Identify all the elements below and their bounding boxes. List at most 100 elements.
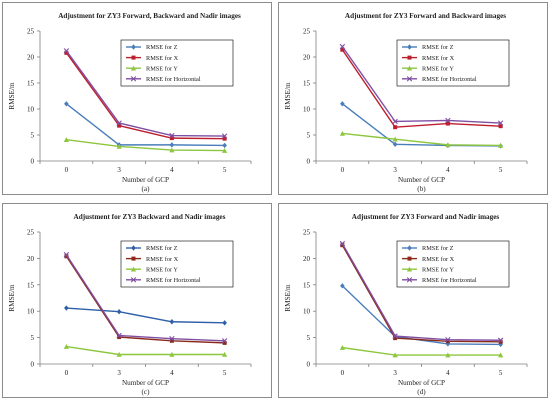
chart-d-svg: Adjustment for ZY3 Forward and Nadir ima… [284, 213, 528, 396]
chart-c-caption: (c) [142, 388, 151, 396]
chart-a-svg: Adjustment for ZY3 Forward, Backward and… [8, 12, 252, 193]
chart-d-legend-label: RMSE for X [422, 256, 455, 263]
chart-d-legend: RMSE for Z RMSE for X RMSE for Y RMSE for H… [396, 240, 510, 288]
chart-c-data-point [169, 319, 175, 325]
chart-b-caption: (b) [417, 185, 426, 193]
chart-d-x-tick-label: 0 [341, 369, 345, 377]
chart-a-data-point [169, 136, 174, 141]
chart-d-legend-marker [406, 277, 413, 283]
chart-b-y-tick-label: 5 [307, 132, 311, 140]
chart-b-y-axis-label: RMSE/m [284, 82, 292, 110]
chart-c-data-point [116, 351, 122, 357]
chart-b-data-point [340, 101, 345, 107]
chart-c-svg: Adjustment for ZY3 Backward and Nadir im… [8, 213, 252, 396]
chart-c-data-point [63, 343, 69, 349]
chart-a-legend-label: RMSE for Horizontal [146, 76, 201, 83]
chart-c-x-tick-label: 3 [117, 369, 121, 377]
chart-c-data-point [169, 335, 175, 342]
chart-c-data-point [221, 338, 228, 344]
chart-b-x-axis-label: Number of GCP [398, 176, 445, 184]
chart-d-series-2 [339, 345, 504, 358]
chart-d-series-line [341, 243, 501, 341]
chart-a-x-tick-label: 3 [117, 166, 121, 174]
chart-b-x-tick-label: 4 [446, 166, 450, 174]
chart-d-y-tick-label: 5 [307, 334, 311, 342]
chart-panel-a: Adjustment for ZY3 Forward, Backward and… [2, 2, 272, 195]
chart-d-legend-label: RMSE for Horizontal [422, 277, 477, 284]
chart-a-series-2 [63, 137, 228, 153]
chart-a-data-point [169, 147, 175, 153]
chart-b-legend-marker [407, 44, 412, 50]
chart-d-series-line [341, 285, 501, 346]
chart-d-y-tick-label: 20 [303, 255, 311, 263]
chart-a-x-tick-label: 5 [223, 166, 227, 174]
chart-d-data-point [339, 345, 345, 350]
chart-a-data-point [116, 120, 122, 126]
chart-a-legend-label: RMSE for Z [146, 44, 178, 51]
chart-a-series-0 [64, 101, 227, 149]
chart-a-legend-label: RMSE for X [146, 55, 179, 62]
chart-d-data-point [445, 337, 451, 343]
chart-c-legend: RMSE for Z RMSE for X RMSE for Y RMSE for H… [120, 240, 234, 288]
chart-a-series-3 [63, 48, 228, 139]
chart-c-series-line [65, 254, 225, 342]
chart-c-title: Adjustment for ZY3 Backward and Nadir im… [74, 213, 226, 221]
chart-d-data-point [498, 352, 504, 358]
chart-a-series-line [65, 103, 225, 147]
chart-b-title: Adjustment for ZY3 Forward and Backward … [345, 12, 506, 20]
chart-c-series-line [65, 255, 225, 344]
chart-d-data-point [392, 333, 398, 339]
chart-c-y-axis-label: RMSE/m [8, 284, 16, 312]
chart-a-caption: (a) [142, 185, 151, 193]
chart-d-data-point [340, 283, 345, 289]
chart-d-x-tick-label: 5 [499, 369, 503, 377]
chart-b-legend: RMSE for Z RMSE for X RMSE for Y RMSE for H… [396, 39, 510, 87]
chart-a-legend-label: RMSE for Y [146, 65, 178, 72]
chart-a-y-tick-label: 0 [31, 158, 35, 166]
chart-b-svg: Adjustment for ZY3 Forward and Backward … [284, 12, 528, 193]
chart-a-data-point [221, 133, 228, 139]
chart-panel-b: Adjustment for ZY3 Forward and Backward … [278, 2, 548, 195]
chart-c-series-1 [64, 254, 227, 345]
chart-b-data-point [393, 125, 398, 130]
chart-b-legend-marker [407, 55, 412, 60]
chart-a-data-point [222, 142, 227, 149]
chart-c-y-tick-label: 15 [27, 281, 35, 289]
chart-c-legend-label: RMSE for Horizontal [146, 277, 201, 284]
chart-c-data-point [222, 351, 228, 357]
chart-a-data-point [64, 50, 69, 55]
chart-a-data-point [169, 142, 175, 148]
chart-a-x-axis-label: Number of GCP [122, 176, 169, 184]
chart-b-legend-marker [406, 65, 413, 71]
chart-d-legend-marker [407, 245, 412, 251]
chart-d-data-point [498, 339, 503, 344]
chart-b-series-line [341, 46, 501, 124]
chart-d-data-point [393, 336, 398, 341]
chart-b-data-point [340, 47, 345, 52]
chart-c-data-point [116, 332, 122, 339]
chart-d-y-tick-label: 10 [303, 308, 311, 316]
chart-b-data-point [498, 142, 504, 148]
chart-d-data-point [340, 243, 345, 248]
chart-a-data-point [117, 123, 122, 128]
chart-a-data-point [222, 136, 227, 141]
chart-a-y-tick-label: 5 [31, 132, 35, 140]
chart-b-series-3 [339, 43, 504, 126]
chart-a-data-point [169, 132, 175, 139]
chart-c-data-point [117, 335, 122, 340]
chart-a-legend-marker [130, 76, 137, 82]
chart-b-data-point [339, 130, 345, 136]
chart-d-legend-marker [406, 266, 413, 272]
chart-d-data-point [339, 240, 346, 247]
chart-b-series-line [341, 49, 501, 128]
chart-a-y-tick-label: 25 [27, 28, 35, 36]
chart-d-data-point [445, 352, 451, 358]
chart-d-series-line [342, 346, 501, 356]
chart-b-legend-label: RMSE for X [422, 55, 455, 62]
chart-a-legend-marker [131, 44, 136, 50]
chart-b-series-2 [339, 130, 504, 148]
chart-d-series-line [341, 244, 501, 343]
chart-c-x-tick-label: 4 [170, 369, 174, 377]
chart-b-data-point [445, 117, 451, 124]
chart-d-legend-label: RMSE for Y [422, 266, 454, 273]
